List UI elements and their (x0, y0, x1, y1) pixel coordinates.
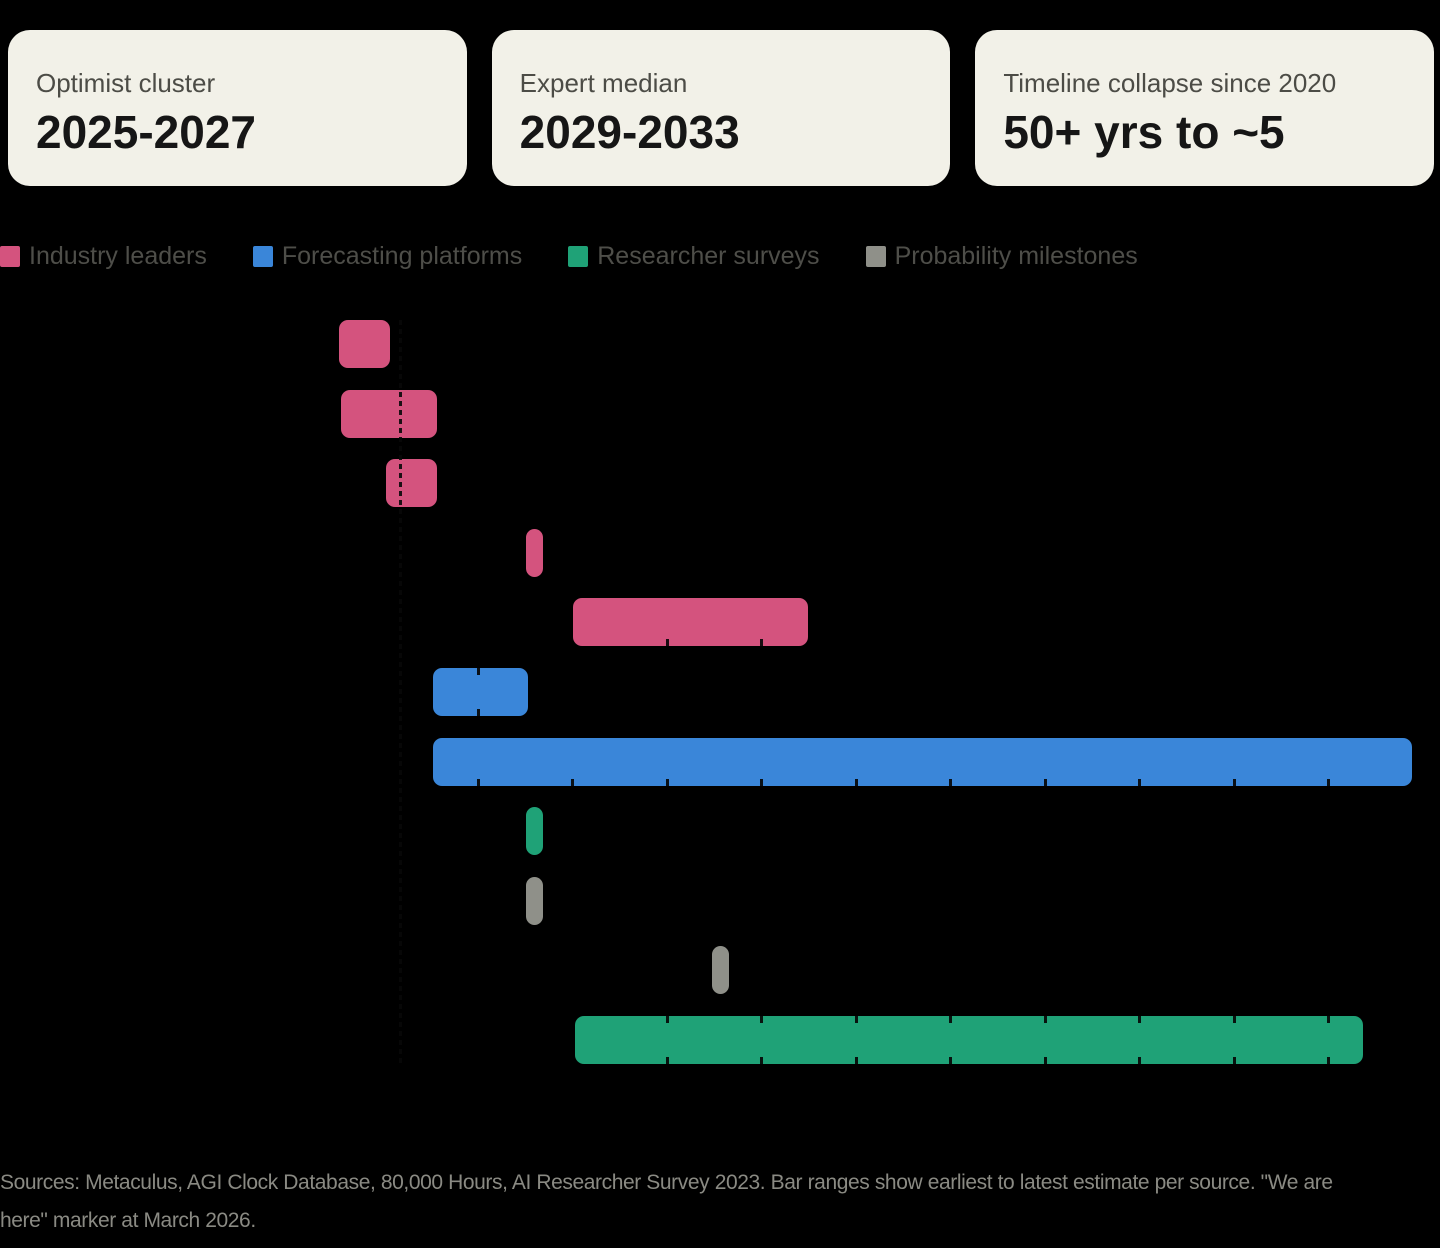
legend-swatch (0, 246, 20, 267)
legend-swatch (865, 246, 886, 267)
timeline-bar (433, 737, 1413, 786)
source-note-line: here" marker at March 2026. (0, 1209, 256, 1232)
card-label: Timeline collapse since 2020 (1003, 68, 1337, 98)
timeline-bar (433, 668, 529, 716)
year-tick (760, 1016, 764, 1023)
legend-item: Forecasting platforms (252, 242, 523, 271)
timeline-bar (574, 1016, 1363, 1064)
year-tick (1327, 778, 1331, 786)
year-tick (854, 1057, 858, 1064)
legend-swatch (568, 246, 589, 267)
year-tick (854, 1016, 858, 1023)
year-tick (760, 778, 764, 786)
summary-card: Timeline collapse since 2020 50+ yrs to ~… (975, 30, 1435, 186)
legend-swatch (252, 246, 273, 267)
timeline-bar (572, 598, 809, 647)
timeline-bar (525, 807, 543, 856)
timeline-bar (525, 876, 543, 925)
legend-item: Researcher surveys (568, 242, 820, 271)
source-note: Sources: Metaculus, AGI Clock Database, … (0, 1164, 1333, 1240)
timeline-bar (338, 320, 390, 368)
year-tick (1232, 1057, 1236, 1064)
legend-item: Industry leaders (0, 242, 207, 271)
card-value: 2029-2033 (519, 106, 740, 158)
summary-card: Expert median 2029-2033 (491, 30, 951, 186)
year-tick (760, 1057, 764, 1064)
legend-label: Researcher surveys (597, 242, 820, 270)
timeline-bar (385, 459, 437, 508)
legend: Industry leaders Forecasting platforms Res… (0, 242, 1184, 271)
source-note-line: Sources: Metaculus, AGI Clock Database, … (0, 1171, 1333, 1194)
year-tick (665, 1016, 669, 1023)
timeline-bar (341, 389, 437, 438)
year-tick (854, 778, 858, 786)
year-tick (476, 778, 480, 786)
year-tick (665, 778, 669, 786)
year-tick (1138, 1057, 1142, 1064)
timeline-chart (0, 320, 1440, 1086)
year-tick (1138, 778, 1142, 786)
year-tick (571, 778, 575, 786)
year-tick (1043, 778, 1047, 786)
timeline-bar (525, 528, 543, 577)
card-value: 50+ yrs to ~5 (1003, 106, 1285, 158)
year-tick (760, 639, 764, 647)
year-tick (665, 1057, 669, 1064)
summary-cards: Optimist cluster 2025-2027 Expert median 20… (8, 30, 1435, 186)
legend-label: Probability milestones (894, 242, 1138, 270)
year-tick (1043, 1016, 1047, 1023)
year-tick (1327, 1057, 1331, 1064)
year-tick (1232, 778, 1236, 786)
timeline-bar (711, 946, 729, 995)
card-label: Expert median (519, 68, 688, 98)
year-tick (476, 709, 480, 716)
legend-item: Probability milestones (865, 242, 1138, 271)
year-tick (665, 639, 669, 647)
year-tick (1327, 1016, 1331, 1023)
legend-label: Forecasting platforms (281, 242, 523, 270)
year-tick (1232, 1016, 1236, 1023)
card-value: 2025-2027 (36, 106, 256, 158)
summary-card: Optimist cluster 2025-2027 (8, 30, 467, 186)
year-tick (949, 1016, 953, 1023)
year-tick (949, 778, 953, 786)
legend-label: Industry leaders (29, 242, 207, 270)
year-tick (949, 1057, 953, 1064)
year-tick (476, 668, 480, 675)
year-tick (1043, 1057, 1047, 1064)
we-are-here-marker (398, 320, 402, 1064)
card-label: Optimist cluster (36, 68, 216, 98)
year-tick (1138, 1016, 1142, 1023)
